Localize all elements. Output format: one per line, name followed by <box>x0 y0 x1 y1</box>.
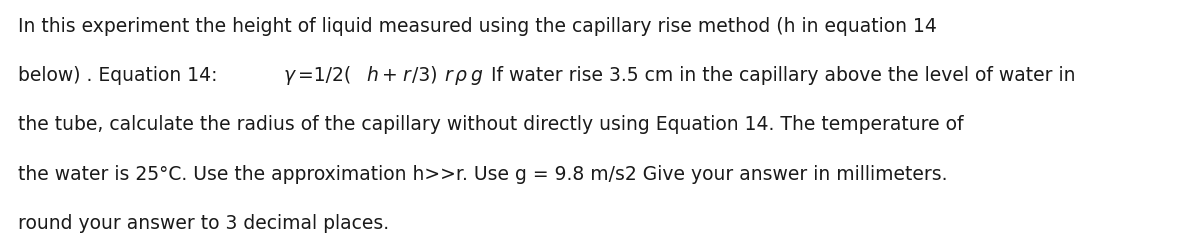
Text: =1/2(: =1/2( <box>298 66 350 85</box>
Text: ρ: ρ <box>455 66 467 85</box>
Text: below) . Equation 14:: below) . Equation 14: <box>18 66 223 85</box>
Text: r: r <box>402 66 409 85</box>
Text: the water is 25°C. Use the approximation h>>r. Use g = 9.8 m/s2 Give your answer: the water is 25°C. Use the approximation… <box>18 164 948 184</box>
Text: r: r <box>445 66 452 85</box>
Text: g: g <box>470 66 482 85</box>
Text: h: h <box>366 66 378 85</box>
Text: In this experiment the height of liquid measured using the capillary rise method: In this experiment the height of liquid … <box>18 17 937 36</box>
Text: the tube, calculate the radius of the capillary without directly using Equation : the tube, calculate the radius of the ca… <box>18 115 964 134</box>
Text: round your answer to 3 decimal places.: round your answer to 3 decimal places. <box>18 214 389 233</box>
Text: If water rise 3.5 cm in the capillary above the level of water in: If water rise 3.5 cm in the capillary ab… <box>486 66 1076 85</box>
Text: /3): /3) <box>412 66 437 85</box>
Text: +: + <box>382 66 397 85</box>
Text: γ: γ <box>283 66 294 85</box>
